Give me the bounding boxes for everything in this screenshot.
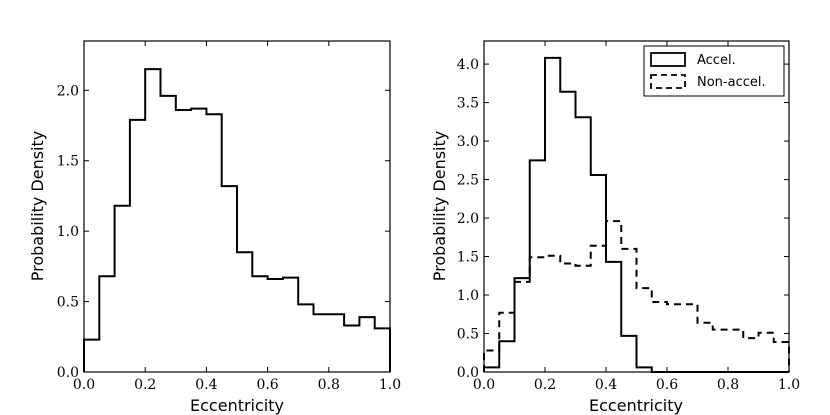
right-histogram-panel: Eccentricity Probability Density Accel. … <box>430 40 800 415</box>
left-y-tick-label: 0.0 <box>57 365 79 381</box>
right-y-tick-label: 3.0 <box>457 134 479 150</box>
right-y-tick-label: 1.0 <box>457 288 479 304</box>
right-y-tick-label: 1.5 <box>457 250 479 266</box>
right-y-tick-label: 0.5 <box>457 327 479 343</box>
right-x-tick-label: 0.0 <box>473 377 495 393</box>
left-y-tick-label: 0.5 <box>57 295 79 311</box>
left-histogram-panel: Eccentricity Probability Density 0.0 0.2 0… <box>28 40 401 415</box>
right-y-axis-label: Probability Density <box>430 131 449 282</box>
right-y-tick-label: 3.5 <box>457 96 479 112</box>
left-x-tick-label: 1.0 <box>379 377 401 393</box>
right-x-tick-label: 1.0 <box>778 377 800 393</box>
right-x-axis-label: Eccentricity <box>589 396 683 415</box>
legend-swatch-non-accel <box>650 74 686 89</box>
left-y-tick-label: 1.5 <box>57 154 79 170</box>
left-y-axis-label: Probability Density <box>28 131 47 282</box>
left-histogram-series-0 <box>83 68 391 372</box>
left-y-tick-label: 2.0 <box>57 83 79 99</box>
right-y-tick-label: 2.0 <box>457 211 479 227</box>
left-x-tick-label: 0.8 <box>318 377 340 393</box>
right-x-tick-label: 0.2 <box>534 377 556 393</box>
right-x-tick-label: 0.8 <box>717 377 739 393</box>
right-x-tick-label: 0.4 <box>595 377 617 393</box>
legend-label-non-accel: Non-accel. <box>697 75 766 90</box>
right-y-tick-label: 4.0 <box>457 57 479 73</box>
left-x-tick-label: 0.6 <box>256 377 278 393</box>
right-x-tick-label: 0.6 <box>656 377 678 393</box>
legend-box <box>643 45 785 97</box>
left-x-tick-label: 0.0 <box>73 377 95 393</box>
right-y-tick-label: 0.0 <box>457 365 479 381</box>
left-x-tick-label: 0.2 <box>134 377 156 393</box>
left-plot-frame <box>83 40 391 373</box>
left-x-tick-label: 0.4 <box>195 377 217 393</box>
left-y-tick-label: 1.0 <box>57 224 79 240</box>
right-histogram-series-non-accel <box>483 220 790 372</box>
right-histogram-series-accel <box>483 56 789 373</box>
legend-label-accel: Accel. <box>697 53 736 68</box>
legend: Accel. Non-accel. <box>643 45 785 97</box>
legend-swatch-accel <box>650 52 686 67</box>
right-plot-frame <box>483 40 790 373</box>
right-y-tick-label: 2.5 <box>457 173 479 189</box>
left-x-axis-label: Eccentricity <box>190 396 284 415</box>
